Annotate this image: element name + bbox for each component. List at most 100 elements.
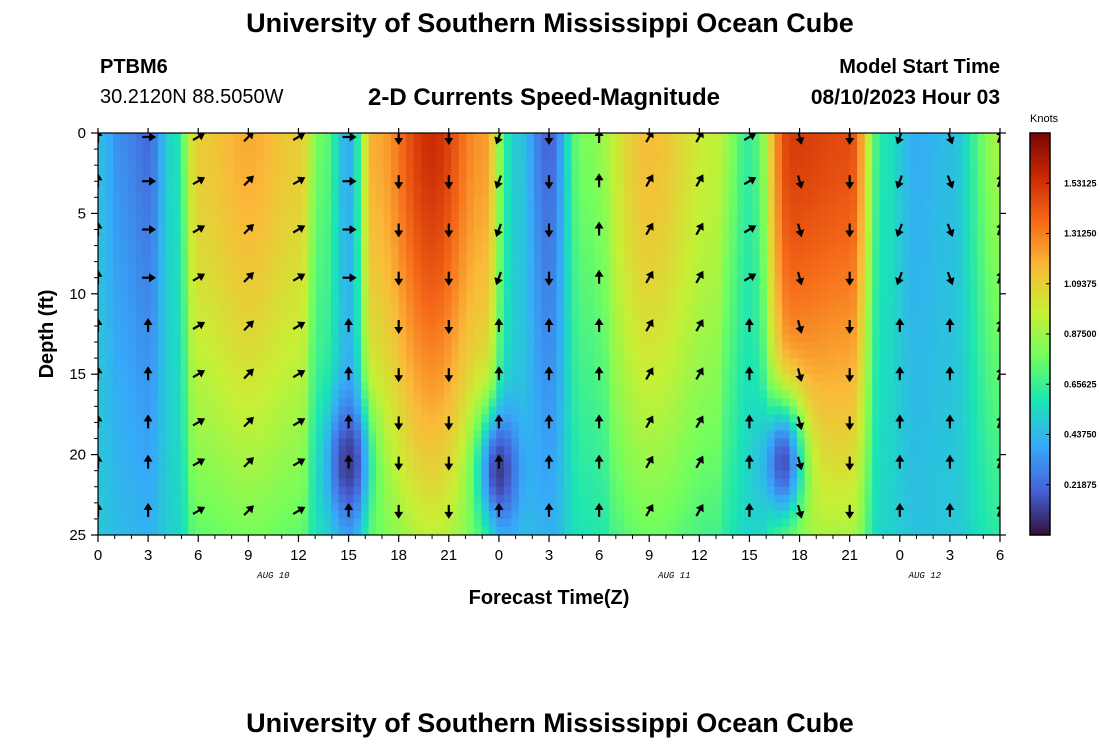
heatmap-cell	[511, 205, 520, 214]
heatmap-cell	[421, 309, 430, 319]
heatmap-cell	[541, 390, 550, 399]
heatmap-cell	[616, 470, 625, 480]
heatmap-cell	[834, 157, 843, 166]
heatmap-cell	[488, 149, 497, 158]
heatmap-cell	[383, 253, 392, 263]
heatmap-cell	[496, 205, 505, 214]
heatmap-cell	[661, 165, 670, 174]
heatmap-cell	[616, 422, 625, 432]
heatmap-cell	[346, 470, 355, 480]
heatmap-cell	[639, 430, 648, 440]
heatmap-cell	[564, 285, 573, 295]
heatmap-cell	[774, 390, 783, 399]
heatmap-cell	[361, 342, 370, 351]
heatmap-cell	[827, 382, 836, 391]
heatmap-cell	[481, 398, 490, 407]
heatmap-cell	[225, 470, 234, 480]
heatmap-cell	[721, 293, 730, 303]
heatmap-cell	[413, 141, 422, 150]
heatmap-cell	[541, 213, 550, 223]
heatmap-cell	[639, 422, 648, 432]
heatmap-cell	[346, 165, 355, 174]
heatmap-cell	[218, 141, 227, 150]
heatmap-cell	[353, 518, 362, 528]
heatmap-cell	[549, 342, 558, 351]
heatmap-cell	[782, 269, 791, 279]
heatmap-cell	[165, 350, 174, 359]
heatmap-cell	[173, 470, 182, 480]
heatmap-cell	[165, 277, 174, 287]
heatmap-cell	[248, 382, 257, 391]
heatmap-cell	[616, 446, 625, 456]
heatmap-cell	[413, 502, 422, 512]
heatmap-cell	[744, 261, 753, 271]
heatmap-cell	[819, 221, 828, 231]
heatmap-cell	[834, 518, 843, 528]
heatmap-cell	[308, 245, 317, 255]
heatmap-cell	[579, 133, 588, 142]
heatmap-cell	[481, 494, 490, 504]
heatmap-cell	[571, 301, 580, 311]
heatmap-cell	[466, 261, 475, 271]
heatmap-cell	[278, 406, 287, 415]
heatmap-cell	[819, 325, 828, 335]
heatmap-cell	[706, 221, 715, 231]
heatmap-cell	[766, 205, 776, 214]
heatmap-cell	[631, 173, 640, 182]
heatmap-cell	[669, 205, 678, 214]
heatmap-cell	[834, 285, 843, 295]
heatmap-cell	[361, 366, 370, 375]
heatmap-cell	[774, 133, 783, 142]
heatmap-cell	[721, 390, 730, 399]
heatmap-cell	[496, 157, 505, 166]
heatmap-cell	[609, 462, 618, 472]
heatmap-cell	[188, 301, 197, 311]
heatmap-cell	[323, 518, 332, 528]
heatmap-cell	[797, 293, 806, 303]
heatmap-cell	[278, 382, 287, 391]
heatmap-cell	[736, 245, 746, 255]
heatmap-cell	[564, 277, 573, 287]
heatmap-cell	[105, 317, 114, 327]
heatmap-cell	[676, 261, 685, 271]
heatmap-cell	[203, 277, 212, 287]
heatmap-cell	[428, 189, 437, 198]
heatmap-cell	[120, 406, 129, 415]
heatmap-cell	[346, 189, 355, 198]
heatmap-cell	[376, 390, 385, 399]
heatmap-cell	[300, 141, 310, 150]
heatmap-cell	[270, 213, 279, 223]
heatmap-cell	[564, 510, 573, 520]
heatmap-cell	[609, 173, 618, 182]
heatmap-cell	[315, 478, 325, 488]
heatmap-cell	[721, 406, 730, 415]
heatmap-cell	[842, 382, 851, 391]
heatmap-cell	[270, 197, 279, 206]
heatmap-cell	[827, 526, 836, 535]
heatmap-cell	[135, 454, 144, 464]
heatmap-cell	[759, 454, 768, 464]
heatmap-cell	[173, 358, 182, 367]
heatmap-cell	[706, 237, 715, 247]
heatmap-cell	[797, 430, 806, 440]
heatmap-cell	[782, 285, 791, 295]
heatmap-cell	[789, 430, 798, 440]
heatmap-cell	[368, 382, 377, 391]
heatmap-cell	[451, 317, 460, 327]
heatmap-cell	[706, 269, 715, 279]
heatmap-cell	[736, 486, 746, 496]
heatmap-cell	[473, 526, 482, 535]
heatmap-cell	[533, 141, 543, 150]
heatmap-cell	[188, 309, 197, 319]
heatmap-cell	[105, 293, 114, 303]
heatmap-cell	[586, 358, 595, 367]
heatmap-cell	[353, 502, 362, 512]
heatmap-cell	[646, 277, 655, 287]
heatmap-cell	[646, 334, 655, 343]
heatmap-cell	[248, 470, 257, 480]
heatmap-cell	[729, 486, 738, 496]
heatmap-cell	[714, 157, 723, 166]
heatmap-cell	[721, 317, 730, 327]
heatmap-cell	[511, 438, 520, 448]
heatmap-cell	[579, 382, 588, 391]
